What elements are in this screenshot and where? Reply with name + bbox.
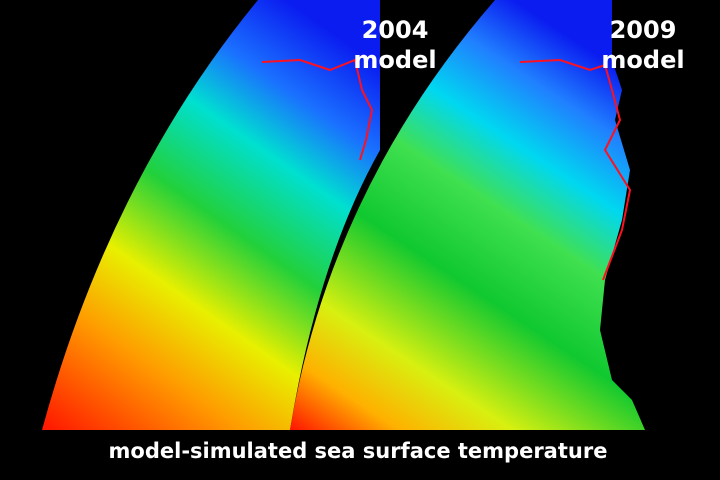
coastline <box>261 58 374 161</box>
panel-year: 2004 <box>362 16 429 44</box>
caption: model-simulated sea surface temperature <box>109 439 608 463</box>
coastline <box>519 58 632 281</box>
map-2009 <box>290 0 645 430</box>
panel-label: model <box>353 46 436 74</box>
caption-band <box>0 430 720 480</box>
panel-year: 2009 <box>610 16 677 44</box>
panel-label: model <box>601 46 684 74</box>
map-2004 <box>42 0 380 430</box>
